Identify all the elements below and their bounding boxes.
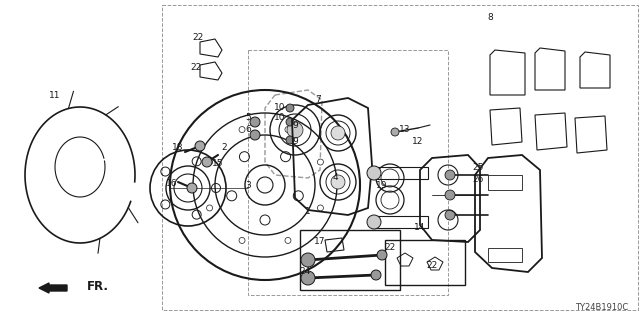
Text: 15: 15 — [212, 158, 224, 167]
Circle shape — [286, 136, 294, 144]
Text: 22: 22 — [426, 260, 438, 269]
Circle shape — [287, 122, 303, 138]
Circle shape — [367, 215, 381, 229]
Text: TY24B1910C: TY24B1910C — [575, 303, 628, 313]
Text: 10: 10 — [275, 114, 285, 123]
Text: 18: 18 — [172, 143, 184, 153]
Text: FR.: FR. — [87, 281, 109, 293]
Text: 7: 7 — [315, 95, 321, 105]
Text: 6: 6 — [245, 125, 251, 134]
Text: 22: 22 — [385, 244, 396, 252]
Text: 9: 9 — [292, 138, 298, 147]
Text: 22: 22 — [193, 34, 204, 43]
Text: 3: 3 — [245, 180, 251, 189]
Text: 22: 22 — [190, 63, 202, 73]
Circle shape — [250, 130, 260, 140]
Text: 19: 19 — [376, 180, 388, 189]
Text: 16: 16 — [166, 179, 178, 188]
Circle shape — [286, 104, 294, 112]
Circle shape — [250, 117, 260, 127]
Circle shape — [207, 159, 212, 165]
Circle shape — [371, 270, 381, 280]
Text: 9: 9 — [292, 121, 298, 130]
Circle shape — [331, 126, 345, 140]
Text: 5: 5 — [245, 114, 251, 123]
Circle shape — [239, 127, 245, 132]
Text: 10: 10 — [275, 103, 285, 113]
Circle shape — [207, 205, 212, 211]
Circle shape — [286, 118, 294, 126]
Circle shape — [331, 175, 345, 189]
Circle shape — [285, 127, 291, 132]
Text: 2: 2 — [221, 143, 227, 153]
Circle shape — [301, 253, 315, 267]
FancyArrow shape — [39, 283, 67, 293]
Circle shape — [202, 157, 212, 167]
Text: 4: 4 — [332, 173, 338, 182]
Circle shape — [445, 210, 455, 220]
Circle shape — [239, 237, 245, 244]
Text: 1: 1 — [305, 207, 311, 217]
Text: 26: 26 — [472, 175, 484, 185]
Text: 24: 24 — [300, 268, 310, 276]
Circle shape — [445, 190, 455, 200]
Circle shape — [187, 183, 197, 193]
Text: 11: 11 — [49, 91, 61, 100]
Text: 25: 25 — [472, 164, 484, 172]
Circle shape — [285, 237, 291, 244]
Circle shape — [301, 271, 315, 285]
Text: 17: 17 — [314, 237, 326, 246]
Text: 12: 12 — [412, 138, 424, 147]
Circle shape — [195, 141, 205, 151]
Circle shape — [317, 159, 323, 165]
Circle shape — [317, 205, 323, 211]
Text: 13: 13 — [399, 125, 411, 134]
Text: 14: 14 — [414, 223, 426, 233]
Circle shape — [377, 250, 387, 260]
Circle shape — [367, 166, 381, 180]
Circle shape — [445, 170, 455, 180]
Text: 8: 8 — [487, 13, 493, 22]
Circle shape — [391, 128, 399, 136]
